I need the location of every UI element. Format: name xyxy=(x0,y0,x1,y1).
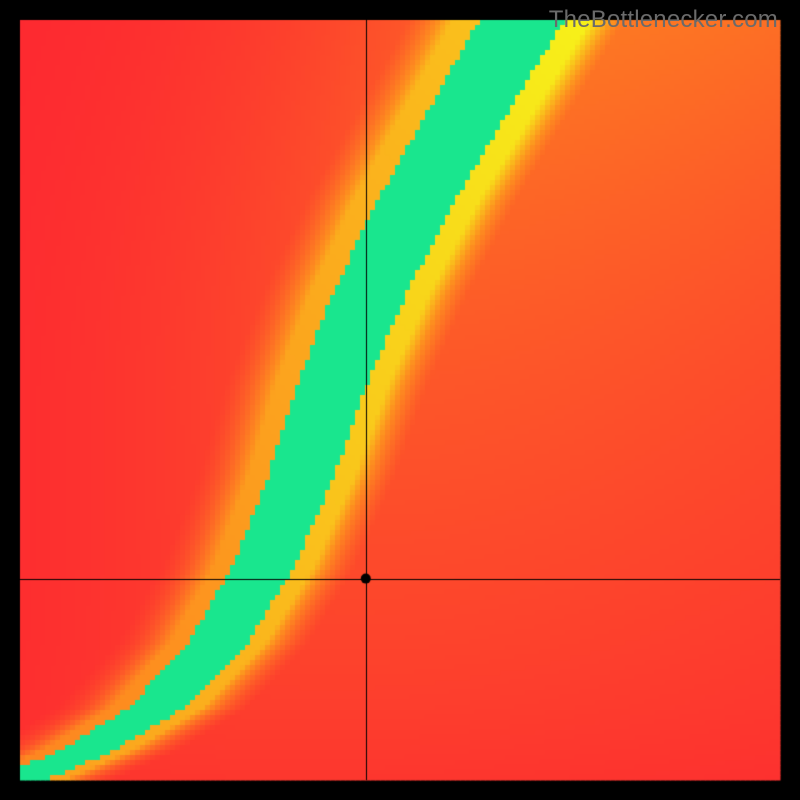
watermark-text: TheBottlenecker.com xyxy=(549,6,778,34)
bottleneck-heatmap xyxy=(0,0,800,800)
